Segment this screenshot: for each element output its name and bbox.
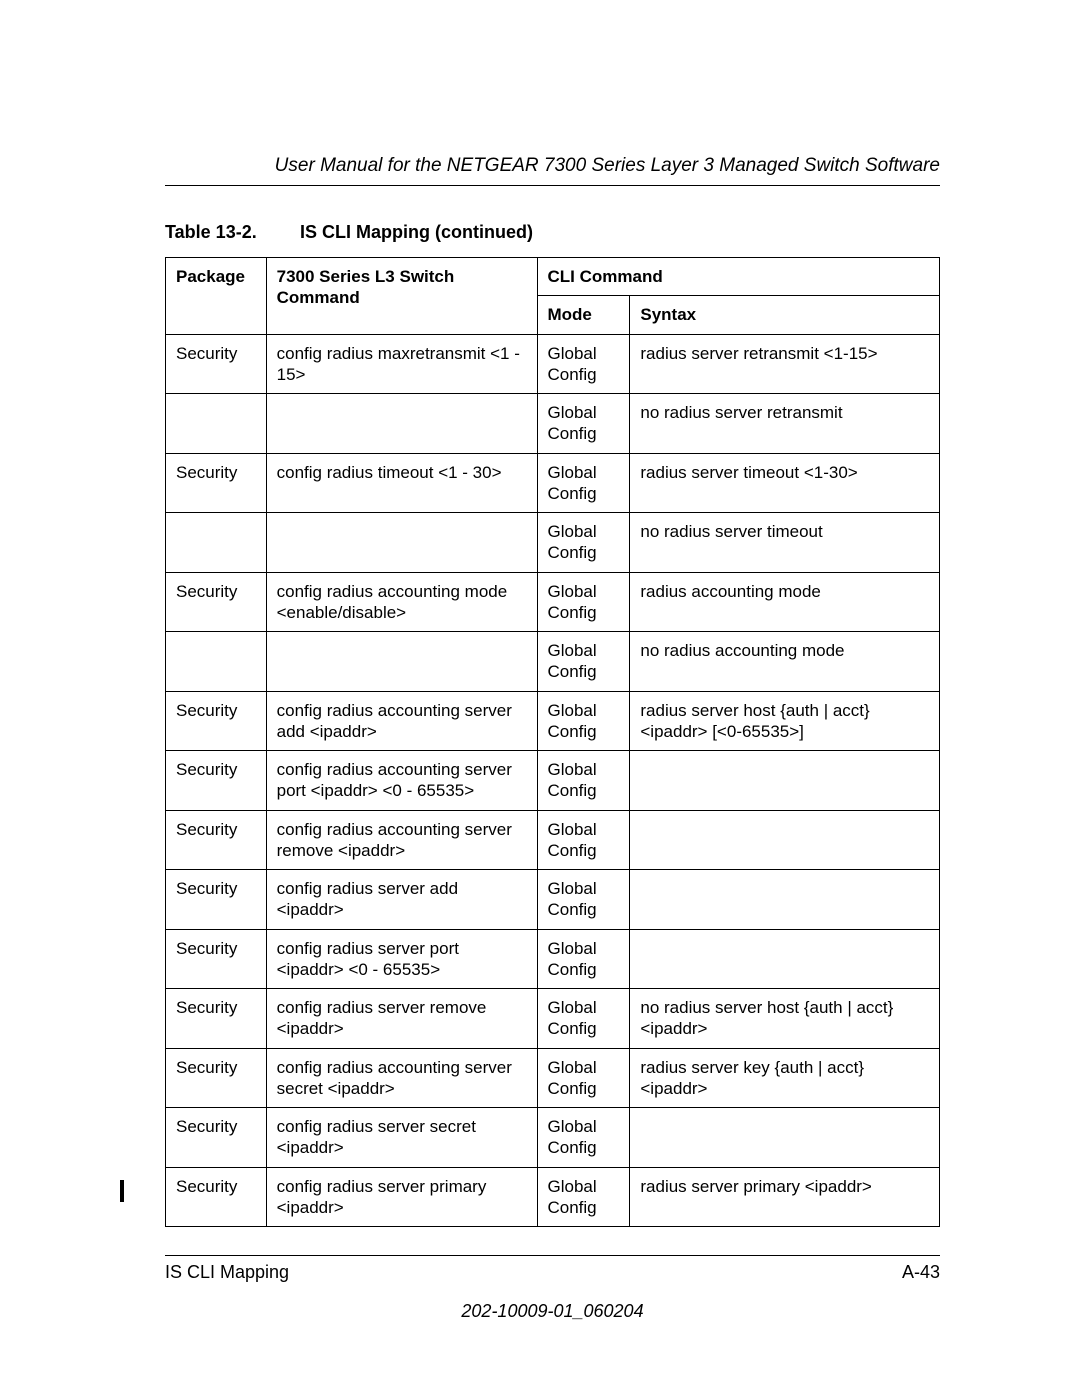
table-row: Securityconfig radius server primary <ip… bbox=[166, 1167, 940, 1227]
cell-mode: Global Config bbox=[537, 810, 630, 870]
footer-right: A-43 bbox=[902, 1262, 940, 1283]
table-row: Securityconfig radius maxretransmit <1 -… bbox=[166, 334, 940, 394]
cell-command: config radius accounting server add <ipa… bbox=[266, 691, 537, 751]
table-row: Securityconfig radius server remove <ipa… bbox=[166, 989, 940, 1049]
cell-package: Security bbox=[166, 1167, 267, 1227]
cell-command: config radius server secret <ipaddr> bbox=[266, 1108, 537, 1168]
table-row: Securityconfig radius accounting mode <e… bbox=[166, 572, 940, 632]
cell-mode: Global Config bbox=[537, 572, 630, 632]
document-title: User Manual for the NETGEAR 7300 Series … bbox=[275, 155, 940, 176]
table-row: Securityconfig radius accounting server … bbox=[166, 691, 940, 751]
cell-command: config radius server port <ipaddr> <0 - … bbox=[266, 929, 537, 989]
cell-mode: Global Config bbox=[537, 691, 630, 751]
table-row: Securityconfig radius accounting server … bbox=[166, 751, 940, 811]
cell-command: config radius accounting server secret <… bbox=[266, 1048, 537, 1108]
cell-package: Security bbox=[166, 572, 267, 632]
cell-command: config radius timeout <1 - 30> bbox=[266, 453, 537, 513]
table-row: Global Configno radius server timeout bbox=[166, 513, 940, 573]
revision-bar-icon bbox=[120, 1180, 124, 1202]
cell-syntax: no radius server timeout bbox=[630, 513, 940, 573]
cell-mode: Global Config bbox=[537, 453, 630, 513]
cell-package: Security bbox=[166, 334, 267, 394]
table-row: Securityconfig radius server add <ipaddr… bbox=[166, 870, 940, 930]
col-cli-command-header: CLI Command bbox=[537, 258, 940, 296]
table-title: IS CLI Mapping (continued) bbox=[300, 222, 533, 242]
col-syntax-header: Syntax bbox=[630, 296, 940, 334]
cell-syntax: no radius server host {auth | acct} <ipa… bbox=[630, 989, 940, 1049]
cell-syntax: radius server key {auth | acct} <ipaddr> bbox=[630, 1048, 940, 1108]
cell-mode: Global Config bbox=[537, 989, 630, 1049]
page: User Manual for the NETGEAR 7300 Series … bbox=[0, 0, 1080, 1397]
cell-command: config radius server primary <ipaddr> bbox=[266, 1167, 537, 1227]
cell-syntax: radius server timeout <1-30> bbox=[630, 453, 940, 513]
cell-mode: Global Config bbox=[537, 1048, 630, 1108]
cell-syntax bbox=[630, 929, 940, 989]
cell-package: Security bbox=[166, 453, 267, 513]
cell-syntax bbox=[630, 810, 940, 870]
cell-package: Security bbox=[166, 1048, 267, 1108]
cell-mode: Global Config bbox=[537, 870, 630, 930]
document-number: 202-10009-01_060204 bbox=[165, 1301, 940, 1322]
cell-syntax: radius accounting mode bbox=[630, 572, 940, 632]
cell-command: config radius maxretransmit <1 - 15> bbox=[266, 334, 537, 394]
cell-mode: Global Config bbox=[537, 632, 630, 692]
cell-command bbox=[266, 513, 537, 573]
cli-mapping-table: Package 7300 Series L3 Switch Command CL… bbox=[165, 257, 940, 1227]
table-caption: Table 13-2. IS CLI Mapping (continued) bbox=[165, 222, 940, 243]
cell-syntax bbox=[630, 870, 940, 930]
cell-command: config radius accounting server remove <… bbox=[266, 810, 537, 870]
cell-command: config radius server add <ipaddr> bbox=[266, 870, 537, 930]
cell-package: Security bbox=[166, 929, 267, 989]
cell-syntax: no radius server retransmit bbox=[630, 394, 940, 454]
col-mode-header: Mode bbox=[537, 296, 630, 334]
cell-mode: Global Config bbox=[537, 394, 630, 454]
cell-syntax: no radius accounting mode bbox=[630, 632, 940, 692]
cell-syntax: radius server host {auth | acct} <ipaddr… bbox=[630, 691, 940, 751]
cell-package: Security bbox=[166, 751, 267, 811]
cell-package: Security bbox=[166, 810, 267, 870]
footer-left: IS CLI Mapping bbox=[165, 1262, 289, 1283]
cell-command bbox=[266, 632, 537, 692]
cell-mode: Global Config bbox=[537, 1108, 630, 1168]
table-row: Global Configno radius server retransmit bbox=[166, 394, 940, 454]
table-row: Global Configno radius accounting mode bbox=[166, 632, 940, 692]
cell-command bbox=[266, 394, 537, 454]
col-package-header: Package bbox=[166, 258, 267, 335]
cell-mode: Global Config bbox=[537, 1167, 630, 1227]
cell-package bbox=[166, 632, 267, 692]
table-row: Securityconfig radius accounting server … bbox=[166, 1048, 940, 1108]
table-head: Package 7300 Series L3 Switch Command CL… bbox=[166, 258, 940, 335]
cell-package: Security bbox=[166, 989, 267, 1049]
table-row: Securityconfig radius server port <ipadd… bbox=[166, 929, 940, 989]
table-row: Securityconfig radius accounting server … bbox=[166, 810, 940, 870]
cell-package: Security bbox=[166, 691, 267, 751]
cell-syntax: radius server retransmit <1-15> bbox=[630, 334, 940, 394]
table-row: Securityconfig radius server secret <ipa… bbox=[166, 1108, 940, 1168]
table-header-row-1: Package 7300 Series L3 Switch Command CL… bbox=[166, 258, 940, 296]
table-row: Securityconfig radius timeout <1 - 30>Gl… bbox=[166, 453, 940, 513]
cell-package bbox=[166, 513, 267, 573]
cell-syntax bbox=[630, 1108, 940, 1168]
cell-package: Security bbox=[166, 1108, 267, 1168]
cell-mode: Global Config bbox=[537, 929, 630, 989]
table-id: Table 13-2. bbox=[165, 222, 295, 243]
cell-mode: Global Config bbox=[537, 751, 630, 811]
cell-command: config radius accounting mode <enable/di… bbox=[266, 572, 537, 632]
cell-package bbox=[166, 394, 267, 454]
cell-syntax: radius server primary <ipaddr> bbox=[630, 1167, 940, 1227]
table-body: Securityconfig radius maxretransmit <1 -… bbox=[166, 334, 940, 1227]
document-header: User Manual for the NETGEAR 7300 Series … bbox=[165, 155, 940, 186]
cell-package: Security bbox=[166, 870, 267, 930]
cell-syntax bbox=[630, 751, 940, 811]
col-command-header: 7300 Series L3 Switch Command bbox=[266, 258, 537, 335]
cell-mode: Global Config bbox=[537, 334, 630, 394]
cell-command: config radius server remove <ipaddr> bbox=[266, 989, 537, 1049]
page-footer: IS CLI Mapping A-43 bbox=[165, 1255, 940, 1283]
cell-command: config radius accounting server port <ip… bbox=[266, 751, 537, 811]
cell-mode: Global Config bbox=[537, 513, 630, 573]
